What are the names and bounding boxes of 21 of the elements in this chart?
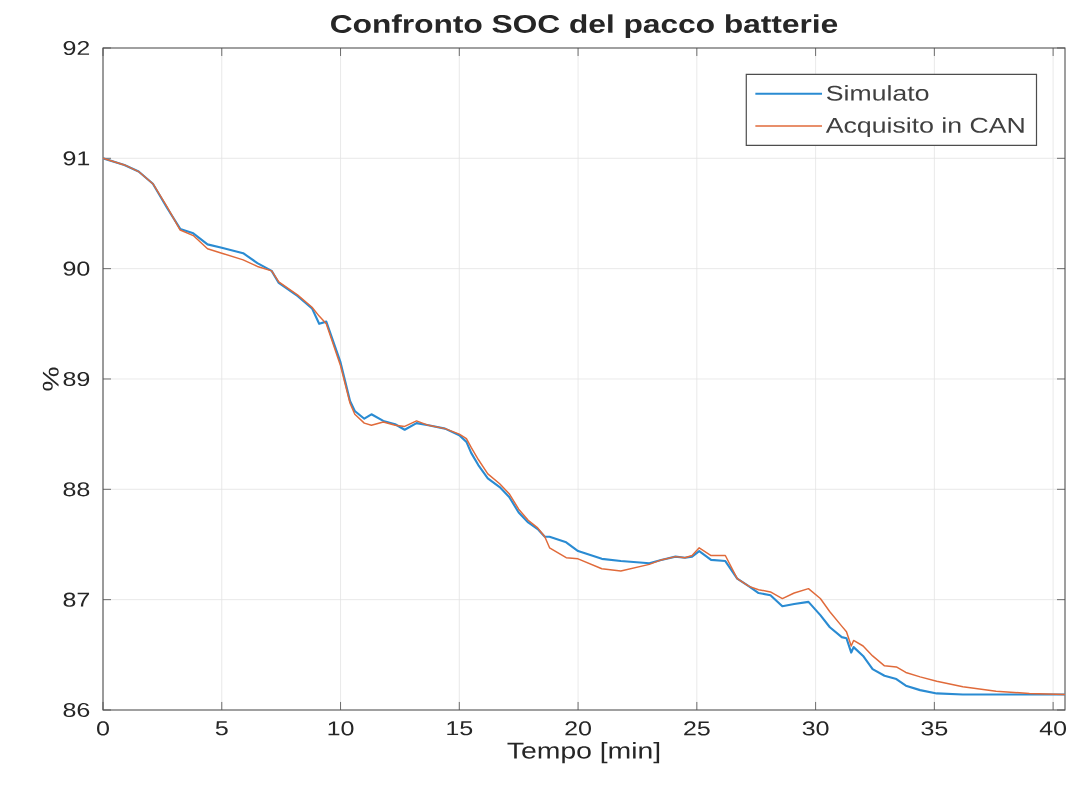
legend-label: Acquisito in CAN (825, 117, 1024, 138)
x-tick-label: 40 (1039, 721, 1067, 736)
y-tick-label: 89 (63, 371, 90, 387)
y-tick-label: 91 (63, 151, 90, 166)
legend-label: Simulato (826, 85, 929, 101)
chart-title: Confronto SOC del pacco batterie (331, 14, 838, 38)
y-tick-label: 92 (63, 40, 90, 56)
y-axis-title: % (42, 367, 59, 391)
x-tick-label: 0 (97, 721, 109, 736)
y-tick-label: 86 (63, 702, 90, 718)
x-tick-label: 30 (802, 721, 829, 736)
y-tick-label: 87 (63, 592, 90, 607)
x-tick-label: 20 (565, 721, 591, 736)
x-tick-label: 25 (684, 721, 710, 736)
y-tick-label: 88 (63, 482, 90, 497)
x-tick-label: 35 (921, 721, 948, 736)
y-tick-label: 90 (63, 261, 90, 276)
x-tick-label: 15 (447, 721, 473, 736)
x-axis-title: Tempo [min] (507, 742, 660, 764)
x-tick-label: 10 (328, 721, 354, 736)
x-tick-label: 5 (215, 721, 228, 736)
